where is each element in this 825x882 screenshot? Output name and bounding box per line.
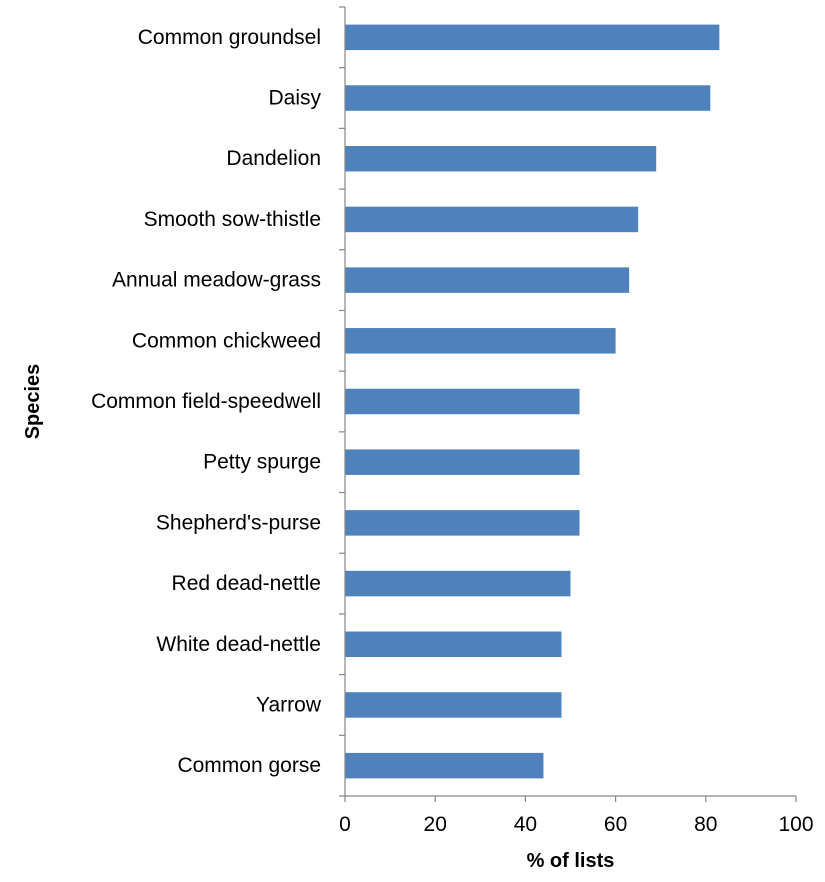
bar — [345, 570, 571, 597]
x-tick-label: 100 — [778, 813, 813, 836]
x-tick-label: 20 — [424, 813, 447, 836]
category-label: Daisy — [268, 87, 321, 110]
x-axis-title: % of lists — [527, 850, 615, 872]
x-tick-label: 80 — [694, 813, 717, 836]
x-tick-label: 60 — [604, 813, 627, 836]
axes-group — [339, 6, 797, 802]
bar — [345, 388, 580, 415]
bar — [345, 510, 580, 536]
category-label: Common gorse — [177, 754, 321, 777]
category-label: Red dead-nettle — [172, 572, 321, 595]
bar — [345, 328, 616, 354]
bar — [345, 449, 580, 475]
bar — [345, 24, 720, 51]
category-label: Yarrow — [256, 693, 322, 716]
bars-group — [345, 24, 720, 779]
bar — [345, 692, 562, 718]
x-tick-label: 40 — [514, 813, 537, 836]
x-tick-label: 0 — [339, 813, 351, 836]
category-label: Common groundsel — [138, 26, 321, 49]
bar — [345, 631, 562, 658]
category-label: Shepherd's-purse — [156, 511, 321, 534]
category-labels: Common groundsel Daisy Dandelion Smooth sow… — [91, 26, 322, 777]
bar — [345, 85, 711, 111]
x-tick-labels: 0 20 40 60 80 100 — [339, 813, 813, 836]
category-label: Common chickweed — [132, 329, 321, 352]
category-label: Dandelion — [226, 147, 321, 170]
category-label: Smooth sow-thistle — [144, 208, 321, 231]
category-label: Common field-speedwell — [91, 390, 321, 413]
bar — [345, 752, 544, 779]
category-label: White dead-nettle — [156, 633, 321, 656]
bar — [345, 206, 639, 233]
bar — [345, 267, 630, 293]
bar — [345, 145, 657, 172]
category-label: Petty spurge — [203, 451, 321, 474]
category-label: Annual meadow-grass — [112, 269, 321, 292]
y-axis-title: Species — [22, 364, 44, 440]
